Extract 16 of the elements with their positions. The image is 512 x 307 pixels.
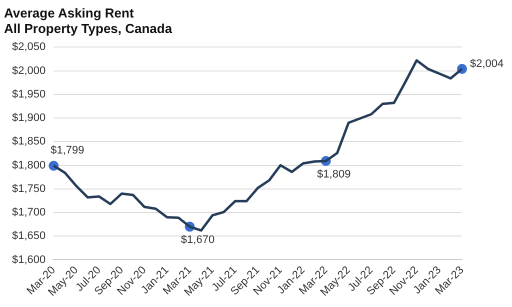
- y-tick-label: $2,000: [12, 64, 46, 77]
- data-label: $1,799: [50, 144, 84, 156]
- y-tick-label: $1,650: [12, 230, 46, 242]
- data-label: $2,004: [470, 58, 504, 70]
- y-tick-label: $1,600: [12, 254, 46, 266]
- y-tick-label: $1,850: [12, 136, 46, 148]
- chart-title: Average Asking Rent: [4, 5, 134, 20]
- chart-subtitle: All Property Types, Canada: [4, 20, 173, 36]
- data-label: $1,670: [180, 234, 215, 246]
- y-tick-label: $1,800: [12, 159, 46, 172]
- y-tick-label: $1,900: [12, 112, 46, 124]
- data-label: $1,809: [317, 168, 351, 181]
- y-tick-label: $1,950: [12, 88, 46, 100]
- y-tick-label: $1,700: [12, 206, 46, 219]
- y-tick-label: $2,050: [12, 41, 46, 54]
- y-tick-label: $1,750: [12, 182, 46, 195]
